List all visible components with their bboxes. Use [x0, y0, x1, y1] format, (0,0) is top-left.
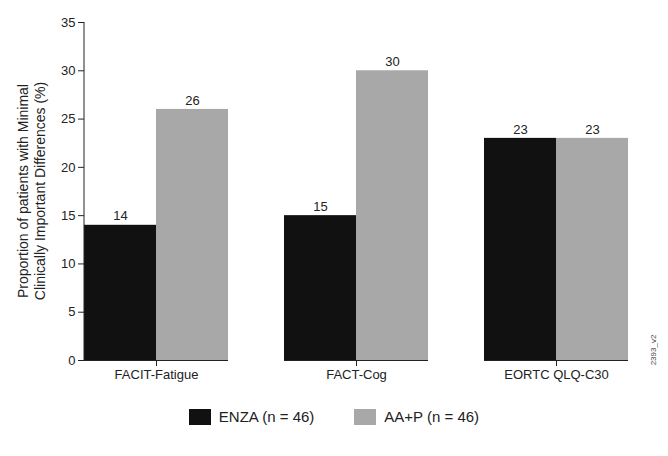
svg-text:35: 35 [61, 15, 75, 30]
svg-text:15: 15 [313, 199, 327, 214]
svg-text:0: 0 [68, 353, 75, 368]
svg-text:23: 23 [585, 122, 599, 137]
svg-text:15: 15 [61, 208, 75, 223]
html-text:AA+P (n = 46): AA+P (n = 46) [384, 408, 480, 425]
svg-text:FACT-Cog: FACT-Cog [326, 367, 387, 382]
svg-text:26: 26 [185, 93, 199, 108]
svg-text:30: 30 [385, 54, 399, 69]
svg-text:Proportion of patients with Mi: Proportion of patients with MinimalClini… [15, 82, 48, 300]
svg-text:FACIT-Fatigue: FACIT-Fatigue [115, 367, 199, 382]
html-text:ENZA (n = 46): ENZA (n = 46) [218, 408, 315, 425]
svg-text:10: 10 [61, 256, 75, 271]
svg-text:23: 23 [513, 122, 527, 137]
svg-text:25: 25 [61, 111, 75, 126]
svg-text:5: 5 [68, 304, 75, 319]
svg-text:EORTC QLQ-C30: EORTC QLQ-C30 [504, 367, 609, 382]
svg-text:20: 20 [61, 160, 75, 175]
svg-text:30: 30 [61, 63, 75, 78]
svg-text:14: 14 [113, 208, 127, 223]
svg-text:2393_v2: 2393_v2 [649, 334, 658, 365]
